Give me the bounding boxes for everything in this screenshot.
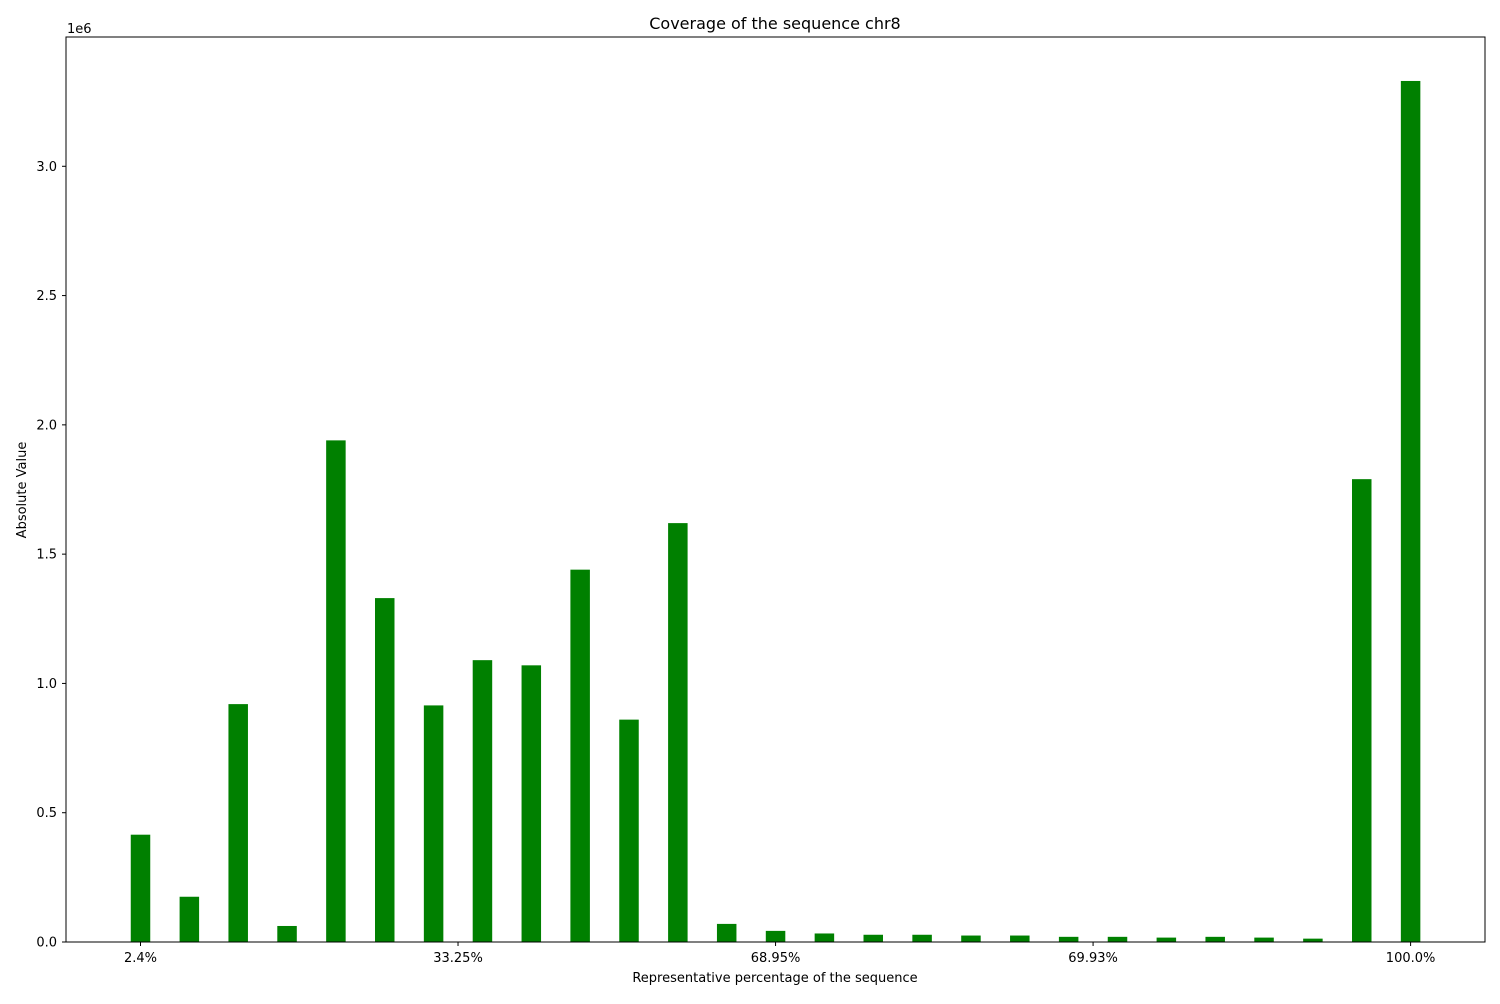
y-tick-label: 1.5: [36, 548, 57, 563]
bar: [912, 934, 932, 942]
bar: [1010, 935, 1030, 942]
bar: [716, 923, 737, 942]
x-tick-label: 69.93%: [1068, 951, 1118, 966]
bar: [326, 440, 346, 942]
x-tick-label: 68.95%: [751, 951, 801, 966]
bar: [1156, 937, 1177, 942]
x-axis-title: Representative percentage of the sequenc…: [632, 971, 917, 986]
y-axis: 0.0 0.5 1.0 1.5 2.0 2.5 3.0: [36, 160, 66, 951]
bars-group: [130, 80, 1421, 942]
y-tick-label: 0.5: [36, 806, 57, 821]
bar: [1205, 936, 1225, 942]
bar: [179, 896, 200, 942]
y-axis-title: Absolute Value: [15, 442, 30, 539]
bar: [668, 523, 688, 942]
bar: [130, 834, 151, 942]
bar: [570, 569, 590, 942]
chart-title: Coverage of the sequence chr8: [649, 14, 900, 33]
bar: [1303, 938, 1323, 942]
bar: [1058, 936, 1079, 942]
bar: [375, 598, 395, 942]
x-tick-label: 2.4%: [124, 951, 157, 966]
y-tick-label: 1.0: [36, 677, 57, 692]
bar: [961, 935, 981, 942]
x-axis: 2.4% 33.25% 68.95% 69.93% 100.0%: [124, 942, 1435, 966]
x-tick-label: 100.0%: [1386, 951, 1436, 966]
bar: [765, 930, 786, 942]
bar: [1107, 936, 1128, 942]
bar: [1254, 937, 1274, 942]
y-tick-label: 0.0: [36, 936, 57, 951]
bar: [1352, 479, 1372, 942]
bar: [423, 705, 444, 942]
bar: [277, 925, 297, 942]
bar: [814, 933, 835, 942]
bar: [472, 660, 493, 942]
bar: [228, 704, 248, 942]
bar: [521, 665, 542, 942]
bar: [619, 719, 639, 942]
y-tick-label: 2.5: [36, 289, 57, 304]
plot-frame: [65, 36, 1486, 943]
x-tick-label: 33.25%: [433, 951, 483, 966]
bar: [1400, 80, 1421, 942]
y-offset-label: 1e6: [67, 22, 92, 37]
y-tick-label: 2.0: [36, 418, 57, 433]
bar: [863, 934, 883, 942]
y-tick-label: 3.0: [36, 160, 57, 175]
